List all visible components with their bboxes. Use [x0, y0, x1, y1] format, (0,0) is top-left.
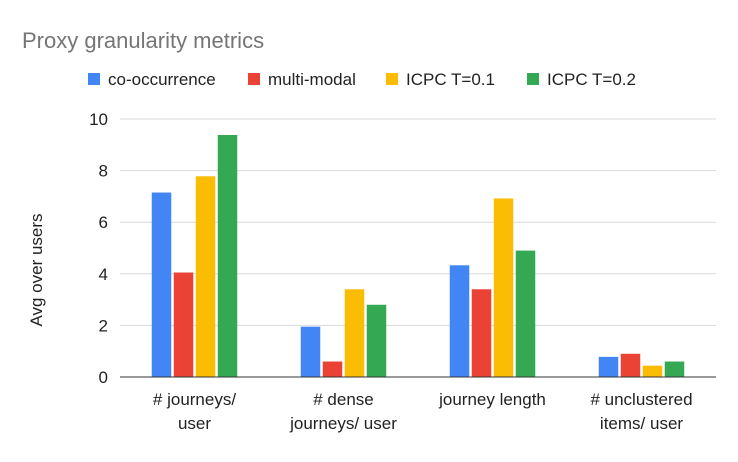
- bar-2-3: [471, 289, 492, 377]
- y-tick-label: 4: [99, 265, 108, 284]
- y-axis-ticks: 0 2 4 6 8 10: [89, 110, 108, 387]
- bar-2-4: [620, 353, 641, 377]
- chart-title: Proxy granularity metrics: [22, 28, 264, 53]
- y-tick-label: 0: [99, 368, 108, 387]
- y-tick-label: 2: [99, 316, 108, 335]
- y-tick-label: 10: [89, 110, 108, 129]
- x-category-label: items/ user: [600, 414, 683, 433]
- bar-3-2: [344, 289, 365, 377]
- y-tick-label: 6: [99, 213, 108, 232]
- y-axis-label: Avg over users: [27, 213, 46, 326]
- legend-label-2: multi-modal: [268, 70, 356, 89]
- bar-1-3: [449, 265, 470, 377]
- legend-label-3: ICPC T=0.1: [406, 70, 495, 89]
- bar-4-3: [515, 250, 536, 377]
- bar-1-1: [151, 192, 172, 377]
- bar-3-1: [195, 176, 216, 377]
- x-category-label: # unclustered: [590, 390, 692, 409]
- bar-2-2: [322, 361, 343, 377]
- legend-swatch-2: [248, 73, 260, 85]
- bar-1-4: [598, 356, 619, 377]
- bar-3-3: [493, 198, 514, 377]
- legend-label-1: co-occurrence: [108, 70, 216, 89]
- x-category-label: # dense: [313, 390, 374, 409]
- x-category-label: journey length: [438, 390, 546, 409]
- legend-swatch-4: [527, 73, 539, 85]
- x-category-label: journeys/ user: [289, 414, 397, 433]
- x-category-label: # journeys/: [153, 390, 236, 409]
- legend-label-4: ICPC T=0.2: [547, 70, 636, 89]
- bar-2-1: [173, 272, 194, 377]
- bar-3-4: [642, 365, 663, 377]
- legend: co-occurrence multi-modal ICPC T=0.1 ICPC T…: [88, 70, 636, 89]
- legend-swatch-1: [88, 73, 100, 85]
- bar-4-1: [217, 134, 238, 377]
- bars: [151, 134, 685, 377]
- bar-4-4: [664, 361, 685, 377]
- y-tick-label: 8: [99, 162, 108, 181]
- bar-4-2: [366, 304, 387, 377]
- x-axis-categories: # journeys/user # dense journeys/ user jour…: [153, 390, 693, 433]
- bar-1-2: [300, 326, 321, 377]
- legend-swatch-3: [386, 73, 398, 85]
- x-category-label: user: [178, 414, 211, 433]
